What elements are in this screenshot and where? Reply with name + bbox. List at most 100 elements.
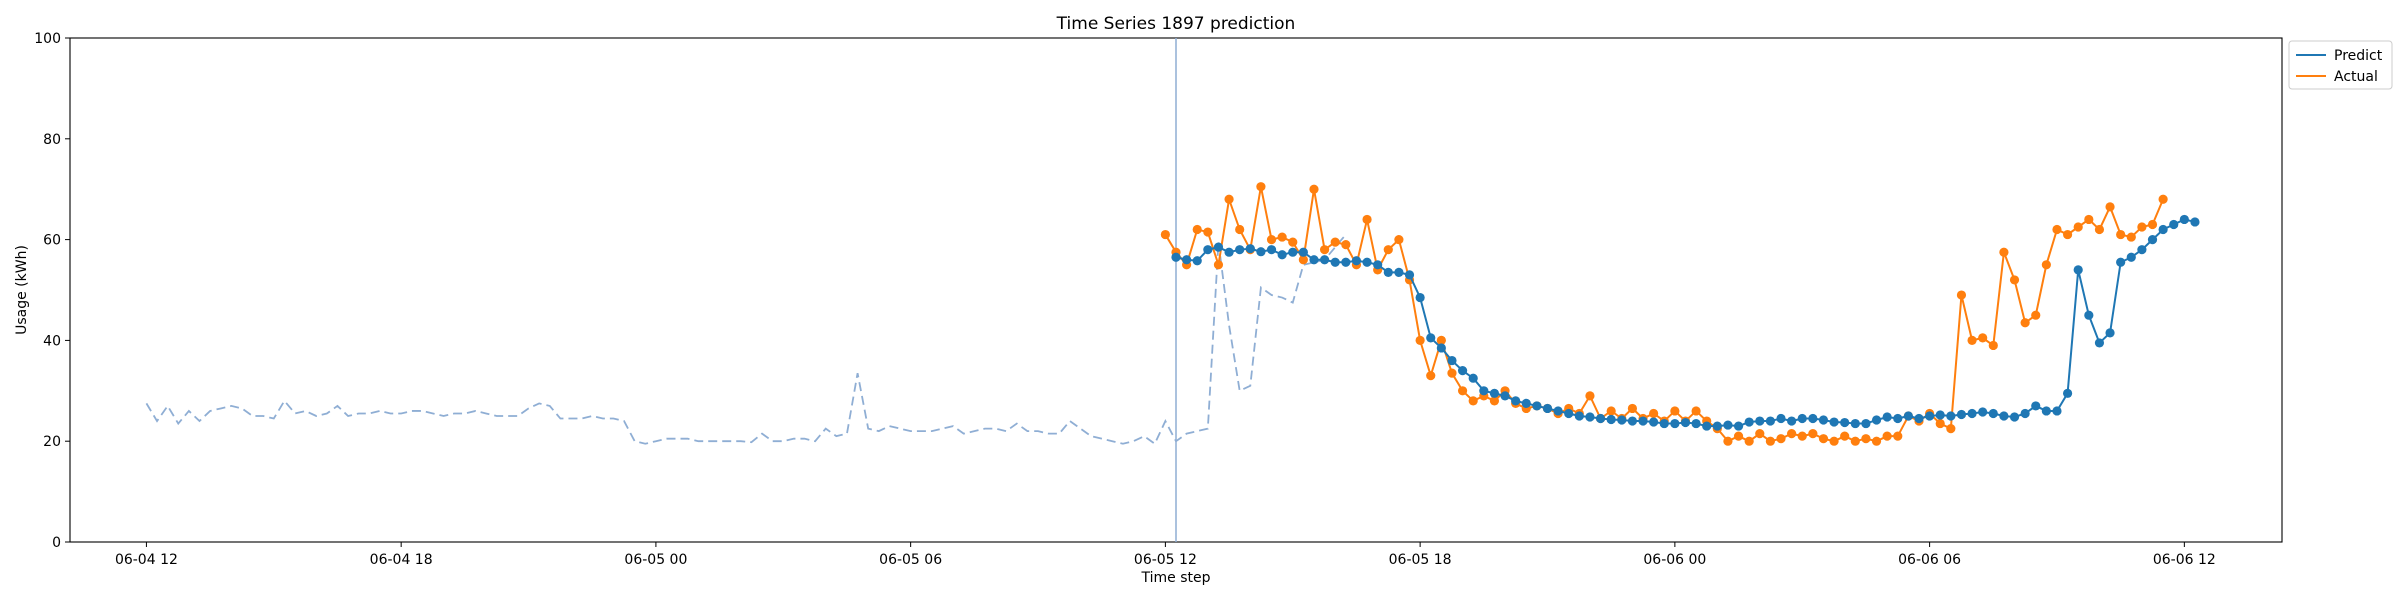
predict-point <box>1882 412 1892 422</box>
predict-point <box>1500 391 1510 401</box>
actual-point <box>1362 214 1372 225</box>
actual-point <box>1871 436 1882 446</box>
predict-point <box>1840 417 1850 428</box>
actual-point <box>1160 229 1170 240</box>
y-tick-label: 100 <box>34 31 61 47</box>
actual-point <box>1691 406 1701 416</box>
actual-point <box>1840 431 1850 441</box>
x-tick-label: 06-04 18 <box>370 552 433 568</box>
actual-point <box>1956 290 1967 300</box>
actual-point <box>1670 406 1680 416</box>
actual-point <box>1946 424 1956 434</box>
predict-point <box>2009 412 2020 422</box>
predict-point <box>1553 406 1563 416</box>
predict-point <box>1298 247 1308 257</box>
actual-point <box>1755 429 1765 439</box>
predict-point <box>1266 245 1277 255</box>
actual-point <box>1383 245 1393 255</box>
actual-point <box>1298 255 1308 265</box>
actual-point <box>1967 335 1977 345</box>
predict-point <box>1871 415 1882 425</box>
predict-point <box>1903 411 1913 421</box>
chart-title: Time Series 1897 prediction <box>1056 14 1296 34</box>
predict-point <box>1617 415 1627 425</box>
predict-point <box>1680 417 1691 428</box>
predict-points <box>1171 214 2200 431</box>
predict-point <box>1691 418 1701 429</box>
predict-point <box>1585 412 1595 422</box>
predict-point <box>1744 417 1754 427</box>
x-tick-label: 06-05 18 <box>1389 552 1452 568</box>
y-tick-label: 40 <box>43 333 61 349</box>
predict-point <box>1404 270 1415 280</box>
actual-point <box>2062 229 2073 240</box>
predict-point <box>1606 414 1616 425</box>
predict-point <box>1426 333 1436 343</box>
y-axis: 0 20 40 60 80 100 <box>34 31 70 551</box>
predict-point <box>2179 214 2189 225</box>
predict-point <box>1797 413 1807 424</box>
actual-point <box>2041 260 2051 270</box>
x-tick-label: 06-05 00 <box>624 552 687 568</box>
actual-point <box>2158 194 2168 204</box>
predict-point <box>1203 245 1213 255</box>
actual-point <box>1319 245 1330 255</box>
actual-point <box>1341 240 1351 250</box>
predict-point <box>1468 373 1478 383</box>
legend-label-predict: Predict <box>2334 48 2383 64</box>
actual-point <box>1277 232 1287 242</box>
predict-point <box>1765 416 1775 426</box>
predict-point <box>1489 388 1500 398</box>
predict-point <box>1914 413 1924 424</box>
predict-point <box>1235 245 1245 255</box>
predict-point <box>1341 257 1351 267</box>
predict-point <box>2052 406 2062 416</box>
predict-point <box>1394 267 1404 277</box>
predict-point <box>1702 421 1712 431</box>
actual-point <box>1893 431 1903 441</box>
actual-point <box>1489 396 1500 406</box>
x-tick-label: 06-06 12 <box>2153 552 2216 568</box>
actual-point <box>1457 386 1468 396</box>
predict-point <box>1479 386 1489 396</box>
predict-point <box>1319 255 1330 265</box>
actual-point <box>1256 182 1266 192</box>
predict-point <box>1330 257 1340 267</box>
predict-point <box>1192 256 1202 266</box>
predict-point <box>1755 416 1765 426</box>
predict-point <box>1256 247 1266 257</box>
actual-point <box>1723 436 1733 446</box>
x-tick-label: 06-05 12 <box>1134 552 1197 568</box>
actual-point <box>1203 227 1213 237</box>
predict-point <box>2147 235 2158 245</box>
actual-points <box>1160 182 2168 446</box>
predict-point <box>1511 396 1521 406</box>
actual-point <box>2126 232 2136 242</box>
predict-point <box>1956 409 1967 420</box>
actual-line <box>1164 186 2165 443</box>
predict-point <box>1564 408 1574 419</box>
actual-point <box>1436 335 1446 345</box>
actual-point <box>1999 247 2009 257</box>
predict-point <box>1925 411 1935 421</box>
x-axis: 06-04 12 06-04 18 06-05 00 06-05 06 06-05 12… <box>115 542 2216 568</box>
predict-point <box>1542 403 1553 414</box>
predict-point <box>1362 257 1372 267</box>
predict-point <box>1850 418 1860 429</box>
predict-point <box>1829 417 1839 427</box>
predict-point <box>2190 217 2200 227</box>
y-tick-label: 20 <box>43 434 61 450</box>
predict-point <box>1277 250 1287 260</box>
predict-point <box>1457 366 1468 376</box>
actual-point <box>1266 235 1277 245</box>
predict-point <box>1171 252 1181 262</box>
actual-point <box>2147 219 2158 230</box>
predict-point <box>1723 420 1733 430</box>
actual-point <box>1447 368 1457 378</box>
actual-point <box>2009 275 2020 285</box>
actual-point <box>1818 434 1829 444</box>
actual-point <box>1330 237 1340 247</box>
predict-point <box>1787 416 1797 426</box>
actual-point <box>2073 222 2083 232</box>
predict-point <box>1999 411 2009 421</box>
